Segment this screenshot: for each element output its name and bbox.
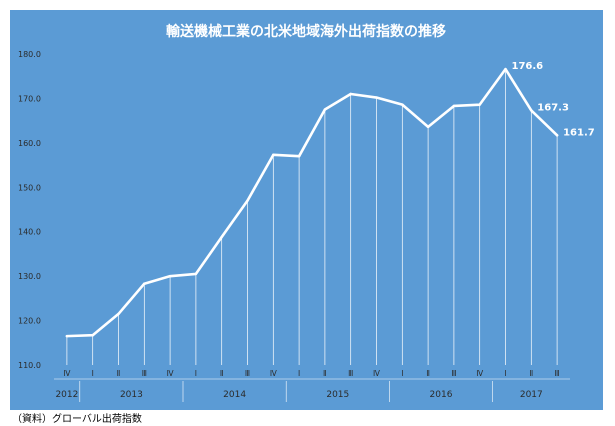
x-tick-label: Ⅳ (476, 369, 483, 378)
x-tick-label: Ⅰ (298, 369, 300, 378)
data-point (452, 104, 456, 108)
data-point (349, 92, 352, 96)
x-tick-label: Ⅱ (323, 369, 327, 378)
data-label: 167.3 (537, 102, 569, 113)
data-point (478, 103, 481, 106)
x-tick-label: Ⅲ (245, 369, 250, 378)
data-label: 176.6 (512, 61, 544, 72)
x-tick-label: Ⅱ (117, 369, 121, 378)
chart-plot: 輸送機械工業の北米地域海外出荷指数の推移 110.0 120.0 130.0 140.… (18, 23, 595, 402)
y-tick-label: 180.0 (18, 50, 41, 59)
data-point (504, 67, 507, 71)
x-tick-label: Ⅳ (373, 369, 380, 378)
x-axis: Ⅳ Ⅰ Ⅱ Ⅲ Ⅳ Ⅰ Ⅱ Ⅲ Ⅳ Ⅰ Ⅱ Ⅲ Ⅳ Ⅰ Ⅱ Ⅲ Ⅳ Ⅰ Ⅱ Ⅲ 2012 2013 2014 2015 2016… (54, 369, 570, 402)
chart-panel: 輸送機械工業の北米地域海外出荷指数の推移 110.0 120.0 130.0 140.… (10, 10, 603, 410)
x-tick-label: Ⅰ (195, 369, 197, 378)
year-label: 2013 (120, 390, 143, 400)
data-point (375, 96, 378, 99)
data-points (65, 67, 559, 338)
x-tick-label: Ⅲ (451, 369, 456, 378)
year-label: 2012 (55, 390, 78, 400)
y-tick-label: 160.0 (18, 139, 41, 148)
y-tick-label: 150.0 (18, 183, 41, 192)
y-axis: 110.0 120.0 130.0 140.0 150.0 160.0 170.0 180.0 (18, 50, 41, 370)
data-point (65, 334, 69, 338)
x-tick-label: Ⅳ (270, 369, 277, 378)
chart-title: 輸送機械工業の北米地域海外出荷指数の推移 (166, 23, 446, 40)
series-line (65, 67, 559, 338)
x-tick-label: Ⅲ (555, 369, 560, 378)
data-point (323, 108, 327, 111)
data-point (117, 312, 120, 316)
data-point (426, 125, 430, 129)
data-point (143, 282, 146, 285)
x-tick-label: Ⅲ (348, 369, 353, 378)
y-tick-label: 140.0 (18, 228, 41, 237)
x-tick-label: Ⅱ (426, 369, 430, 378)
data-point (555, 134, 559, 137)
x-tick-label: Ⅳ (63, 369, 70, 378)
x-tick-label: Ⅰ (92, 369, 94, 378)
data-point (246, 199, 249, 202)
y-tick-label: 130.0 (18, 272, 41, 281)
y-tick-label: 170.0 (18, 94, 41, 103)
year-label: 2016 (430, 390, 453, 400)
year-label: 2015 (326, 390, 349, 400)
data-point (297, 154, 301, 158)
year-label: 2014 (223, 390, 246, 400)
y-tick-label: 120.0 (18, 317, 41, 326)
data-point (194, 272, 198, 276)
x-tick-label: Ⅱ (529, 369, 533, 378)
source-note: （資料）グローバル出荷指数 (12, 414, 142, 425)
x-tick-label: Ⅰ (504, 369, 506, 378)
data-label: 161.7 (563, 127, 595, 138)
x-tick-label: Ⅲ (142, 369, 147, 378)
data-point (272, 153, 275, 157)
data-point (91, 334, 94, 337)
data-point (220, 235, 223, 239)
x-tick-label: Ⅰ (401, 369, 403, 378)
data-point (401, 103, 404, 106)
x-tick-label: Ⅳ (167, 369, 174, 378)
y-tick-label: 110.0 (18, 361, 41, 370)
drop-lines (66, 69, 558, 365)
year-label: 2017 (520, 390, 543, 400)
data-point (530, 109, 533, 112)
data-point (168, 274, 172, 278)
data-labels: 176.6 167.3 161.7 (512, 61, 595, 138)
x-tick-label: Ⅱ (220, 369, 224, 378)
